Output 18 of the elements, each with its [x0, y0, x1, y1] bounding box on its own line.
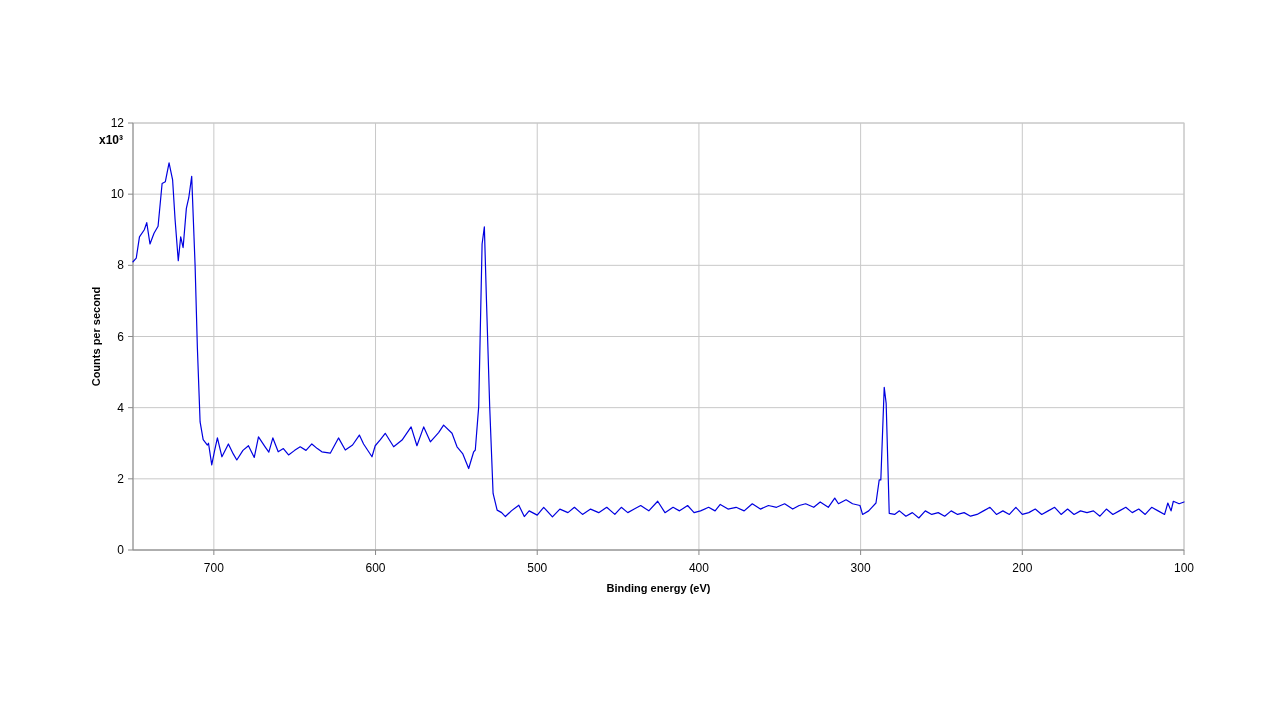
x-tick-label: 700 [203, 561, 225, 575]
y-tick-label: 2 [117, 471, 125, 486]
x-tick-label: 200 [1012, 561, 1033, 575]
y-tick-label: 12 [110, 116, 125, 130]
x-tick-label: 100 [1173, 561, 1195, 575]
y-tick-label: 4 [117, 400, 125, 415]
y-tick-label: 8 [117, 258, 125, 273]
x-axis-title: Binding energy (eV) [606, 582, 711, 594]
y-axis-title: Counts per second [90, 286, 102, 387]
x-tick-label: 300 [850, 561, 871, 575]
x-tick-label: 400 [688, 561, 710, 575]
x-tick-label: 500 [527, 561, 548, 575]
y-tick-label: 10 [110, 187, 125, 202]
y-tick-label: 0 [117, 543, 125, 557]
y-tick-label: 6 [117, 329, 125, 344]
text: x10³ [99, 133, 124, 147]
line-series [132, 162, 1185, 519]
x-tick-label: 600 [365, 561, 386, 575]
